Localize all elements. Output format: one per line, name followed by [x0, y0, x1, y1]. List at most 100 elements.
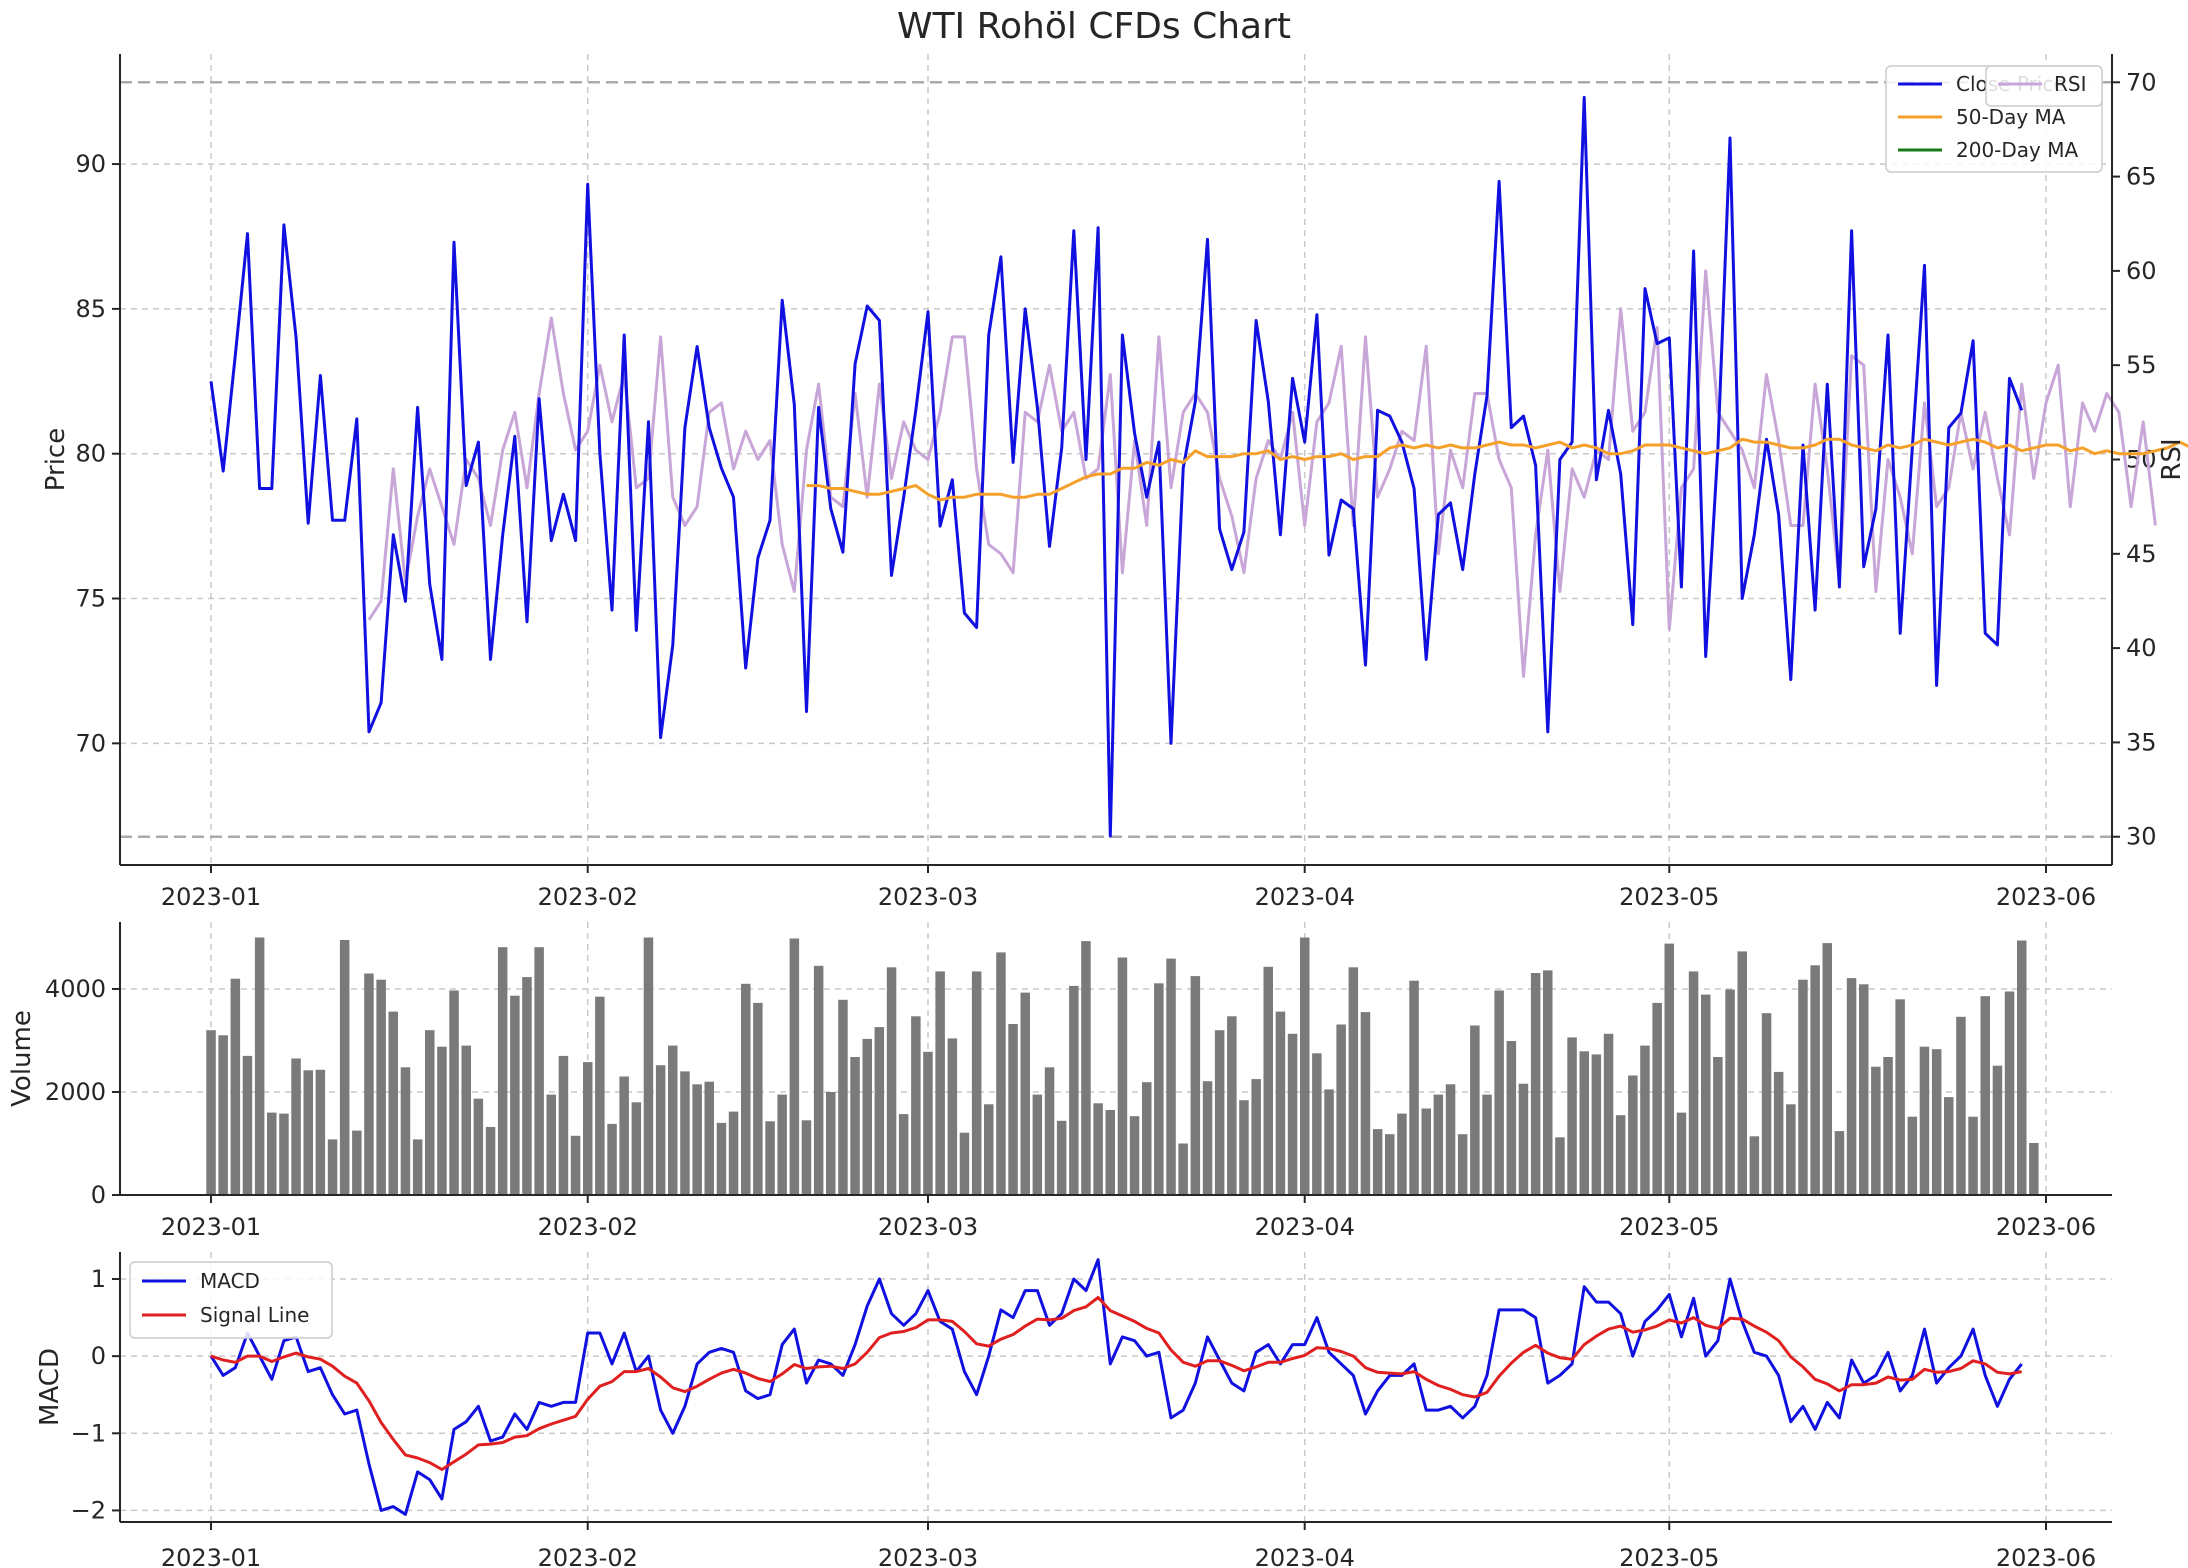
x-tick-label: 2023-01 [161, 1544, 261, 1568]
legend-label: 50-Day MA [1956, 105, 2066, 129]
legend-label: RSI [2054, 72, 2087, 96]
volume-bar [2004, 991, 2015, 1195]
volume-bar [801, 1120, 812, 1195]
legend-label: 200-Day MA [1956, 138, 2078, 162]
volume-bar [327, 1139, 338, 1195]
x-tick-label: 2023-03 [878, 1544, 978, 1568]
volume-bar [655, 1065, 666, 1195]
volume-bar [728, 1111, 739, 1195]
rsi-tick-label: 30 [2126, 823, 2157, 851]
volume-bar [1275, 1011, 1286, 1195]
volume-bar [947, 1038, 958, 1195]
price-panel: 70 75 80 85 90 2023-01 2023-02 2023-03 2023-04 20… [41, 54, 2188, 911]
volume-bar [1044, 1067, 1055, 1195]
volume-bar [1445, 1084, 1456, 1195]
volume-bar [813, 965, 824, 1195]
volume-bar [485, 1127, 496, 1195]
volume-bar [692, 1084, 702, 1195]
volume-bar [1713, 1057, 1723, 1195]
volume-bar [364, 973, 374, 1195]
volume-bar [1397, 1113, 1407, 1195]
volume-bar [1761, 1013, 1772, 1195]
rsi-tick-label: 35 [2126, 728, 2157, 756]
x-tick-label: 2023-05 [1619, 883, 1719, 911]
y-tick-label: −1 [71, 1419, 106, 1447]
volume-bar [510, 995, 520, 1195]
macd-legend: MACD Signal Line [129, 1261, 333, 1339]
volume-bar [425, 1030, 435, 1195]
volume-bar [315, 1069, 326, 1195]
volume-bar [704, 1081, 714, 1195]
volume-bar [668, 1045, 678, 1195]
volume-bar [1008, 1024, 1018, 1195]
volume-bar [1385, 1134, 1395, 1195]
volume-bar [1202, 1081, 1213, 1195]
volume-bar [741, 983, 751, 1195]
volume-bar [1725, 989, 1735, 1195]
volume-bar [1069, 985, 1079, 1195]
volume-bar [1470, 1025, 1480, 1195]
volume-bar [1372, 1129, 1383, 1195]
x-tick-label: 2023-03 [878, 1213, 978, 1241]
volume-bar [1919, 1046, 1930, 1195]
x-tick-label: 2023-01 [161, 1213, 261, 1241]
rsi-tick-label: 45 [2126, 540, 2157, 568]
volume-bar [1263, 966, 1273, 1195]
volume-bar [412, 1139, 423, 1195]
volume-bar [777, 1094, 787, 1195]
volume-bar [619, 1076, 629, 1195]
volume-bar [1433, 1094, 1444, 1195]
volume-bar [1166, 958, 1176, 1195]
volume-bar [1312, 1053, 1322, 1195]
volume-bar [1056, 1120, 1067, 1195]
volume-bar [1615, 1115, 1626, 1195]
volume-bar [1834, 1131, 1845, 1195]
volume-bar [1142, 1082, 1152, 1195]
volume-bar [595, 996, 605, 1195]
volume-bar [643, 937, 654, 1195]
volume-bar [279, 1113, 289, 1195]
y-tick-label: −2 [71, 1496, 106, 1524]
macd-panel: −2 −1 0 1 2023-01 2023-02 2023-03 2023-04 2023-0… [35, 1252, 2112, 1568]
volume-bar [461, 1045, 471, 1195]
volume-bar [449, 990, 459, 1195]
legend-box [1985, 65, 2103, 107]
volume-bar [1506, 1041, 1517, 1195]
x-tick-label: 2023-02 [538, 883, 638, 911]
volume-bar [789, 938, 800, 1195]
volume-bar [1895, 999, 1905, 1195]
y-tick-label: 85 [75, 295, 106, 323]
volume-bar [522, 977, 532, 1195]
rsi-tick-label: 50 [2126, 446, 2157, 474]
volume-bar [923, 1051, 933, 1195]
volume-bar [1652, 1002, 1662, 1195]
volume-bar [1567, 1037, 1577, 1195]
volume-bar [1239, 1100, 1249, 1195]
volume-bar [935, 971, 945, 1195]
volume-bar [267, 1112, 277, 1195]
y-tick-label: 70 [75, 729, 106, 757]
volume-bar [1421, 1108, 1431, 1195]
volume-bar [1992, 1065, 2003, 1195]
volume-bar [753, 1002, 763, 1195]
volume-bar [1336, 1024, 1346, 1195]
chart-title: WTI Rohöl CFDs Chart [896, 6, 1292, 47]
volume-bar [400, 1067, 411, 1195]
volume-bar [996, 952, 1006, 1195]
volume-bar [1749, 1136, 1760, 1195]
legend-label: Signal Line [200, 1303, 309, 1327]
volume-bar [1628, 1075, 1638, 1195]
volume-bar [1543, 970, 1553, 1195]
volume-bar [1810, 965, 1820, 1195]
rsi-tick-label: 60 [2126, 257, 2157, 285]
volume-bar [558, 1055, 569, 1195]
volume-bar [1409, 980, 1419, 1195]
signal-line [210, 1296, 2022, 1471]
x-tick-label: 2023-06 [1996, 883, 2096, 911]
x-tick-label: 2023-04 [1255, 883, 1355, 911]
x-tick-label: 2023-04 [1255, 1213, 1355, 1241]
x-tick-label: 2023-02 [538, 1544, 638, 1568]
volume-bar [1603, 1033, 1614, 1195]
volume-bar [1701, 994, 1711, 1195]
volume-bar [1482, 1094, 1492, 1195]
